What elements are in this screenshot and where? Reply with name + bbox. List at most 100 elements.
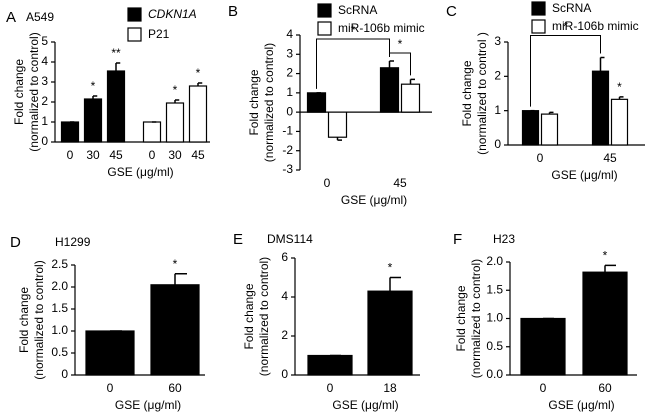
x-axis-label: GSE (μg/ml) xyxy=(548,398,614,412)
x-tick-label: 45 xyxy=(603,151,617,165)
y-tick-label: 0 xyxy=(286,104,293,118)
panel-title: H1299 xyxy=(55,235,91,249)
error-bar xyxy=(92,95,98,99)
x-tick-label: 30 xyxy=(168,148,182,162)
significance: * xyxy=(398,37,403,51)
significance: * xyxy=(91,79,96,93)
panel-letter: D xyxy=(10,234,21,251)
y-axis-label: (normalized to control) xyxy=(27,32,41,151)
panel-letter: E xyxy=(233,231,243,248)
y-axis-label: (normalized to control) xyxy=(262,43,276,162)
y-tick-label: 1 xyxy=(286,85,293,99)
bar xyxy=(306,92,327,113)
bar xyxy=(379,67,400,113)
bar xyxy=(582,271,628,376)
error-bar xyxy=(174,99,180,103)
significance: * xyxy=(563,20,568,34)
panel-letter: C xyxy=(446,3,457,20)
legend-label: miR-106b mimic xyxy=(552,19,639,33)
x-axis-label: GSE (μg/ml) xyxy=(551,168,617,182)
legend-label: ScRNA xyxy=(552,1,591,15)
legend-label: CDKN1A xyxy=(148,7,197,21)
bracket xyxy=(389,52,411,76)
panel-title: A549 xyxy=(26,10,54,24)
significance: * xyxy=(351,23,356,37)
y-tick-label: 3 xyxy=(494,34,501,48)
x-tick-label: 60 xyxy=(598,381,612,395)
bracket xyxy=(530,34,601,107)
significance: * xyxy=(617,80,622,94)
bar xyxy=(367,290,413,376)
error-bar xyxy=(599,56,605,72)
legend-swatch xyxy=(317,21,332,36)
y-tick-label: 4 xyxy=(286,27,293,41)
error-bar xyxy=(409,78,415,85)
legend-swatch xyxy=(317,3,332,18)
y-tick-label: 4 xyxy=(281,289,288,303)
bar xyxy=(591,70,610,146)
y-axis-label: Fold change xyxy=(17,287,31,353)
bracket xyxy=(316,38,390,89)
significance: * xyxy=(603,249,608,263)
y-tick-label: 5 xyxy=(41,34,48,48)
legend-label: P21 xyxy=(148,27,170,41)
panel-letter: F xyxy=(453,231,462,248)
x-axis-label: GSE (μg/ml) xyxy=(341,193,407,207)
x-tick-label: 18 xyxy=(383,381,397,395)
panel-title: DMS114 xyxy=(267,232,313,246)
y-tick-label: 3 xyxy=(41,74,48,88)
y-tick-label: 0 xyxy=(61,367,68,381)
y-tick-label: 1 xyxy=(41,114,48,128)
bar xyxy=(520,317,566,376)
x-tick-label: 60 xyxy=(168,381,182,395)
x-axis-label: GSE (μg/ml) xyxy=(332,398,398,412)
legend-label: ScRNA xyxy=(338,3,377,17)
error-bar xyxy=(197,82,203,86)
x-tick-label: 0 xyxy=(324,176,331,190)
y-tick-label: 2.0 xyxy=(486,254,503,268)
y-tick-label: 0.5 xyxy=(51,345,68,359)
y-axis-label: Fold change xyxy=(242,283,256,349)
y-tick-label: 2.5 xyxy=(51,257,68,271)
x-tick-label: 45 xyxy=(191,148,205,162)
y-tick-label: 0 xyxy=(281,367,288,381)
y-tick-label: 1.0 xyxy=(51,323,68,337)
y-tick-label: 1.5 xyxy=(51,301,68,315)
y-axis-label: (normalized to control) xyxy=(469,259,483,378)
panel-title: H23 xyxy=(493,232,515,246)
y-tick-label: 6 xyxy=(281,250,288,264)
y-axis-label: Fold change xyxy=(454,285,468,351)
y-axis-label: (normalized to control) xyxy=(32,260,46,379)
y-tick-label: 3 xyxy=(286,46,293,60)
legend-swatch xyxy=(531,19,546,34)
y-tick-label: 0.0 xyxy=(486,367,503,381)
y-tick-label: 1.0 xyxy=(486,311,503,325)
significance: * xyxy=(196,66,201,80)
y-tick-label: 0 xyxy=(41,134,48,148)
bar xyxy=(400,83,421,113)
x-tick-label: 45 xyxy=(393,176,407,190)
legend-swatch xyxy=(531,1,546,16)
x-tick-label: 0 xyxy=(107,381,114,395)
y-tick-label: 2 xyxy=(281,328,288,342)
y-tick-label: 2.0 xyxy=(51,279,68,293)
y-axis-label: (normalized to control) xyxy=(257,257,271,376)
y-tick-label: -2 xyxy=(282,143,293,157)
y-axis-label: Fold change xyxy=(12,59,26,125)
significance: * xyxy=(173,257,178,271)
legend-swatch xyxy=(127,27,142,42)
bar xyxy=(83,98,103,143)
bar xyxy=(150,284,200,376)
y-tick-label: 1 xyxy=(494,103,501,117)
bar xyxy=(106,70,126,143)
bar xyxy=(327,111,348,138)
error-bar xyxy=(548,111,554,115)
error-bar xyxy=(174,273,187,285)
y-tick-label: 0.5 xyxy=(486,339,503,353)
significance: * xyxy=(388,261,393,275)
y-tick-label: 2 xyxy=(494,69,501,83)
bar xyxy=(610,98,629,146)
y-tick-label: 1.5 xyxy=(486,282,503,296)
significance: ** xyxy=(111,46,121,60)
